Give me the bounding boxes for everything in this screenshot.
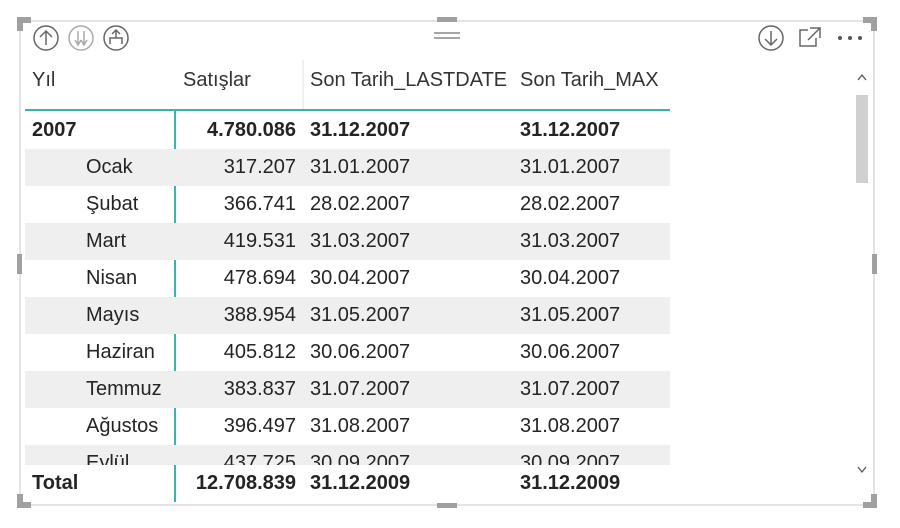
lastdate-cell: 31.03.2007 bbox=[310, 230, 411, 252]
sales-cell: 366.741 bbox=[223, 193, 296, 215]
row-label: Ocak bbox=[86, 156, 133, 178]
row-label: Mart bbox=[86, 230, 126, 252]
max-cell: 31.07.2007 bbox=[520, 378, 621, 400]
column-header: Son Tarih_LASTDATE bbox=[310, 69, 508, 91]
column-header: Satışlar bbox=[183, 69, 251, 91]
row-band bbox=[25, 149, 670, 186]
lastdate-cell: 31.12.2007 bbox=[310, 119, 411, 141]
row-label: Nisan bbox=[86, 267, 138, 289]
sales-cell: 478.694 bbox=[223, 267, 296, 289]
max-cell: 31.08.2007 bbox=[520, 415, 621, 437]
row-label: Temmuz bbox=[86, 378, 162, 400]
lastdate-cell: 31.01.2007 bbox=[310, 156, 411, 178]
max-cell: 31.12.2007 bbox=[520, 119, 621, 141]
sales-cell: 419.531 bbox=[223, 230, 296, 252]
max-cell: 30.06.2007 bbox=[520, 341, 621, 363]
row-band bbox=[25, 445, 670, 465]
row-label: Ağustos bbox=[86, 415, 159, 437]
sales-cell: 396.497 bbox=[223, 415, 296, 437]
row-label: Mayıs bbox=[86, 304, 140, 326]
max-cell: 31.12.2009 bbox=[520, 472, 621, 494]
max-cell: 28.02.2007 bbox=[520, 193, 621, 215]
sales-cell: 405.812 bbox=[223, 341, 296, 363]
lastdate-cell: 30.06.2007 bbox=[310, 341, 411, 363]
row-label: Eylül bbox=[86, 452, 130, 465]
sales-cell: 12.708.839 bbox=[195, 472, 296, 494]
column-header: Son Tarih_MAX bbox=[520, 69, 659, 91]
column-header: Yıl bbox=[32, 69, 56, 91]
max-cell: 30.09.2007 bbox=[520, 452, 621, 465]
sales-cell: 437.725 bbox=[223, 452, 296, 465]
row-label: Total bbox=[32, 472, 79, 494]
rows-viewport: 2007 4.780.086 31.12.2007 31.12.2007 Ocak 317… bbox=[0, 112, 900, 465]
row-band bbox=[25, 223, 670, 260]
row-label: 2007 bbox=[32, 119, 77, 141]
sales-cell: 383.837 bbox=[223, 378, 296, 400]
lastdate-cell: 30.09.2007 bbox=[310, 452, 411, 465]
sales-cell: 4.780.086 bbox=[207, 119, 296, 141]
max-cell: 30.04.2007 bbox=[520, 267, 621, 289]
sales-cell: 317.207 bbox=[223, 156, 296, 178]
row-label: Haziran bbox=[86, 341, 155, 363]
lastdate-cell: 31.12.2009 bbox=[310, 472, 411, 494]
max-cell: 31.01.2007 bbox=[520, 156, 621, 178]
lastdate-cell: 31.05.2007 bbox=[310, 304, 411, 326]
lastdate-cell: 31.07.2007 bbox=[310, 378, 411, 400]
lastdate-cell: 31.08.2007 bbox=[310, 415, 411, 437]
row-band bbox=[25, 297, 670, 334]
lastdate-cell: 28.02.2007 bbox=[310, 193, 411, 215]
max-cell: 31.05.2007 bbox=[520, 304, 621, 326]
row-label: Şubat bbox=[86, 193, 139, 215]
lastdate-cell: 30.04.2007 bbox=[310, 267, 411, 289]
row-band bbox=[25, 371, 670, 408]
max-cell: 31.03.2007 bbox=[520, 230, 621, 252]
sales-cell: 388.954 bbox=[223, 304, 296, 326]
